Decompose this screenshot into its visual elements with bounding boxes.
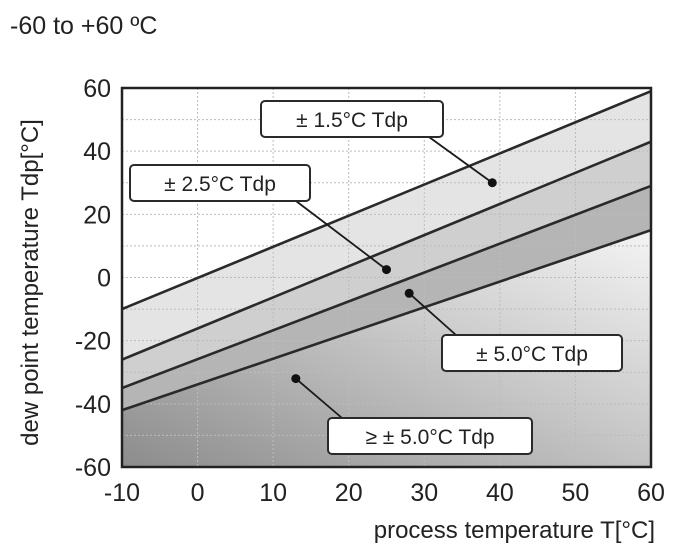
y-tick-label: -40 [75, 391, 111, 419]
region-fill [122, 230, 651, 467]
y-tick-label: -20 [75, 328, 111, 356]
y-tick-label: 0 [97, 265, 111, 293]
y-tick-label: 60 [83, 75, 111, 103]
callout-box [441, 334, 623, 372]
callouts: ± 1.5°C Tdp ± 2.5°C Tdp ± 5.0°C Tdp ≥ ± 5.0… [129, 100, 623, 455]
y-tick-label: 20 [83, 201, 111, 229]
callout-label: ± 5.0°C Tdp [476, 343, 588, 366]
plot-border [120, 86, 653, 469]
plot-frame [120, 86, 653, 469]
chart-range-title: -60 to +60 ºC [10, 12, 158, 40]
region-fill [122, 91, 651, 360]
x-axis-label: process temperature T[°C] [374, 517, 655, 544]
callout-box [327, 417, 533, 455]
callout-leader [295, 377, 343, 419]
region-fills [122, 91, 651, 467]
callout-marker [404, 288, 414, 298]
tick-labels: -10 0 10 20 30 40 50 60 60 40 20 0 -20 -40 -60 [75, 75, 665, 507]
callout-leader [408, 292, 457, 336]
boundary-lines [122, 89, 651, 412]
y-tick-label: 40 [83, 138, 111, 166]
boundary-line [122, 89, 651, 311]
callout-marker [487, 178, 497, 188]
x-tick-label: 30 [410, 479, 438, 507]
y-tick-label: -60 [75, 454, 111, 482]
boundary-line [122, 140, 651, 361]
callout-label: ≥ ± 5.0°C Tdp [365, 426, 494, 449]
region-fill [122, 185, 651, 411]
region-fill [122, 141, 651, 388]
callout-label: ± 1.5°C Tdp [296, 109, 408, 132]
callout-box [129, 164, 311, 202]
callout-leader [295, 200, 388, 271]
x-tick-label: -10 [104, 479, 140, 507]
boundary-line [122, 184, 651, 390]
callout-marker [382, 265, 391, 275]
x-tick-label: 40 [486, 479, 514, 507]
callout-label: ± 2.5°C Tdp [164, 173, 276, 196]
x-tick-label: 60 [637, 479, 665, 507]
callout-marker [291, 374, 301, 384]
boundary-line [122, 228, 651, 412]
y-axis-label: dew point temperature Tdp[°C] [17, 119, 44, 446]
callout-leader [428, 136, 493, 184]
x-tick-label: 50 [562, 479, 590, 507]
x-tick-label: 20 [335, 479, 363, 507]
x-tick-label: 10 [259, 479, 287, 507]
callout-box [260, 100, 444, 138]
x-tick-label: 0 [191, 479, 205, 507]
